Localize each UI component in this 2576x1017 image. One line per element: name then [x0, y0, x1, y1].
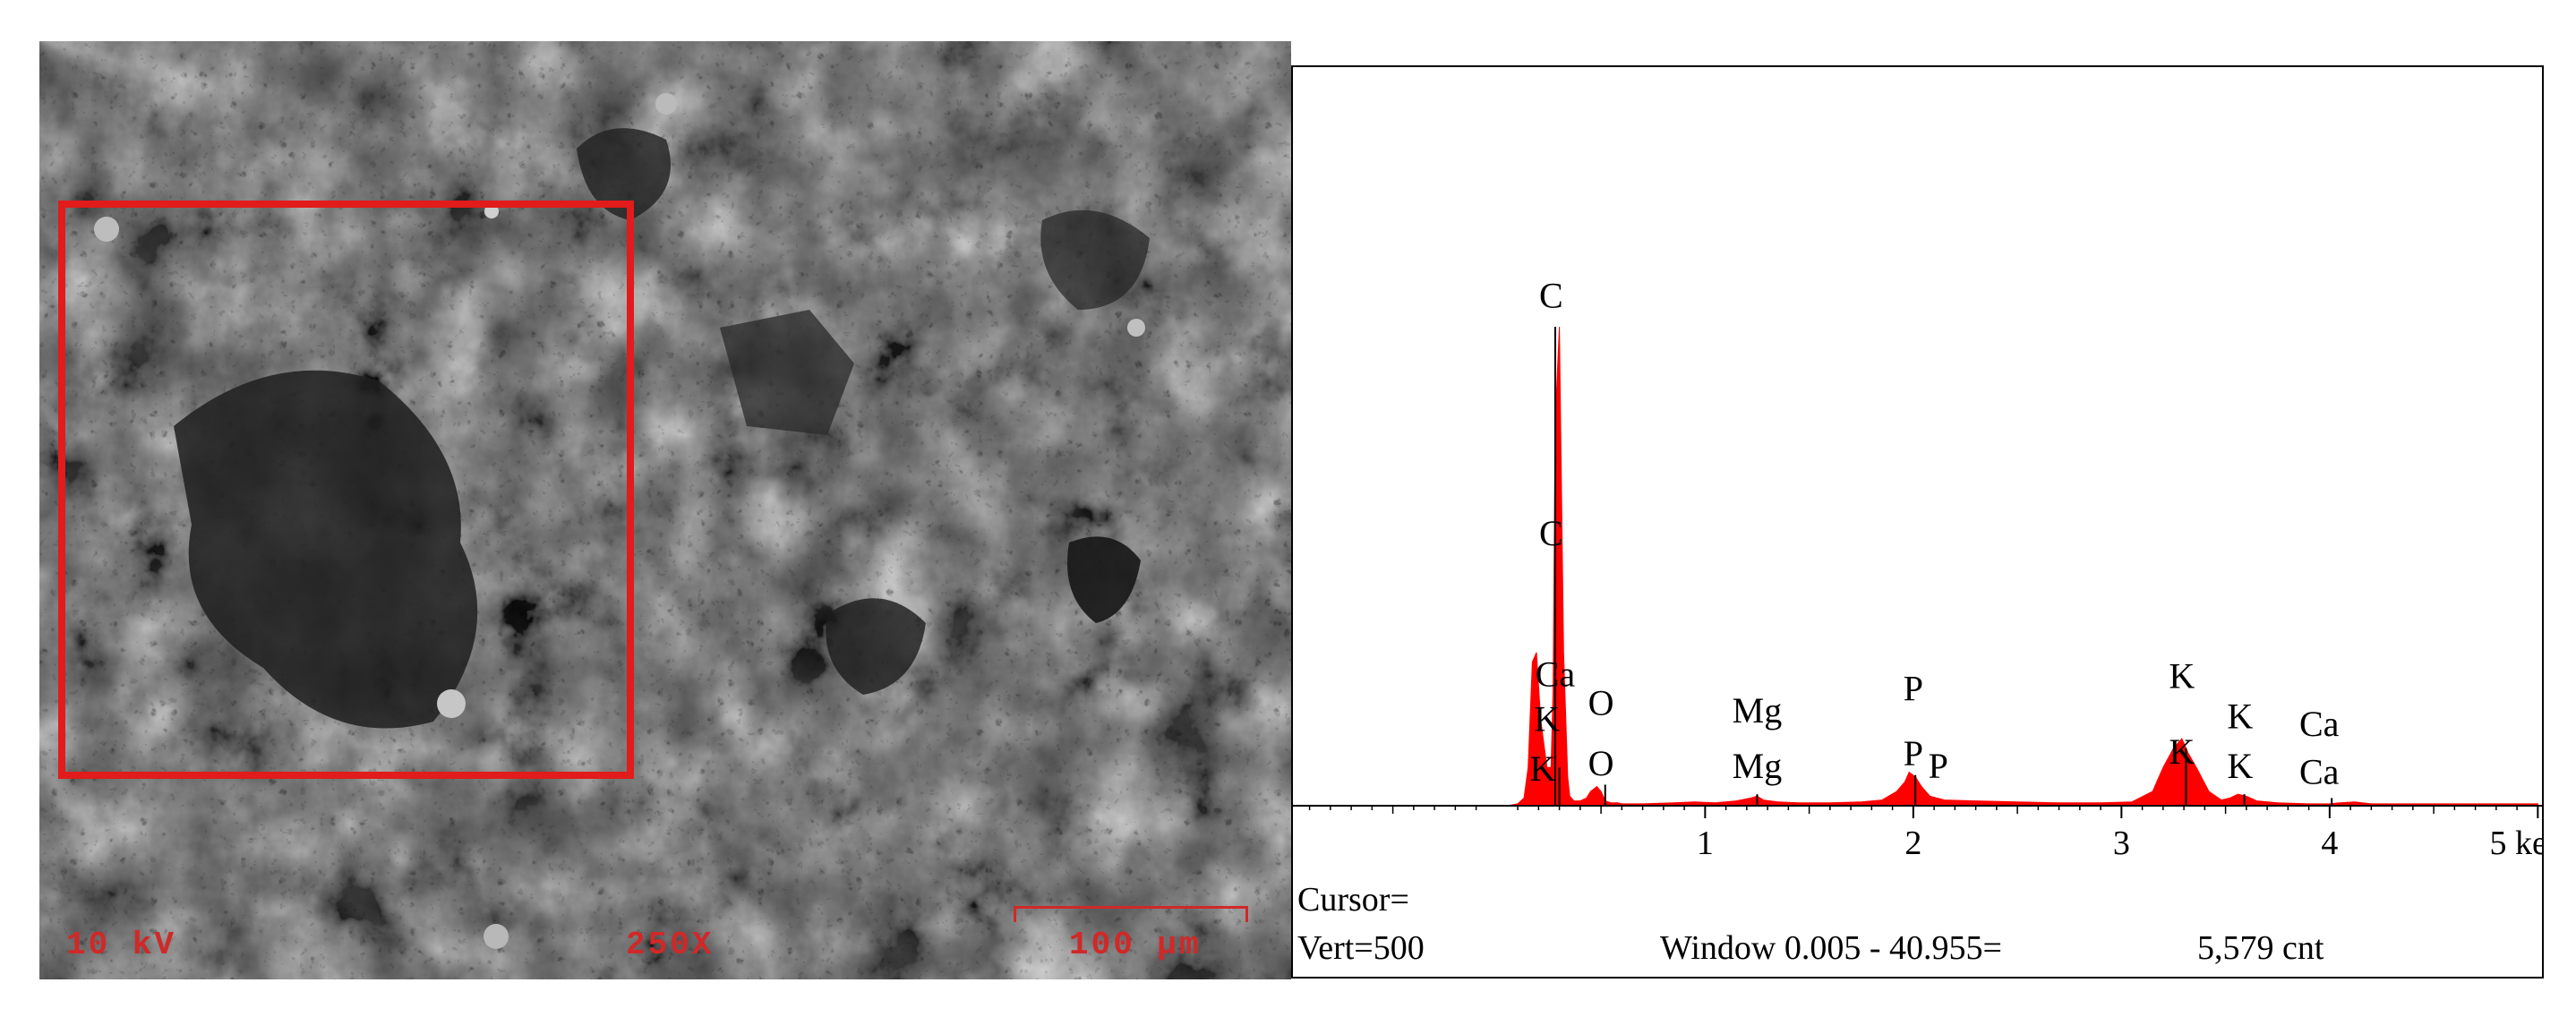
x-tick-label: 3 — [2113, 825, 2130, 862]
window-readout: Window 0.005 - 40.955= — [1660, 929, 2002, 967]
magnification-label: 250X — [626, 927, 715, 963]
x-tick-label: 5 keV — [2489, 825, 2542, 862]
peak-label: C — [1539, 513, 1563, 553]
peak-marker-group — [1553, 327, 2333, 806]
x-axis-ticks: 1 2 3 4 5 keV — [1308, 806, 2542, 862]
accelerating-voltage-label: 10 kV — [66, 927, 177, 963]
count-readout: 5,579 cnt — [2197, 929, 2324, 967]
roi-box — [58, 201, 634, 779]
peak-label: Ca — [2299, 704, 2340, 744]
sem-texture — [39, 41, 1291, 979]
peak-label: Mg — [1733, 746, 1783, 786]
sem-micrograph: 10 kV 250X 100 µm — [39, 41, 1291, 979]
peak-label: K — [2169, 731, 2195, 772]
peak-label: K — [1530, 748, 1556, 789]
peak-label: K — [2227, 746, 2253, 786]
scale-bar — [1014, 906, 1248, 922]
scale-bar-label: 100 µm — [1069, 927, 1202, 963]
x-tick-label: 4 — [2321, 825, 2338, 862]
peak-label: C — [1539, 276, 1563, 316]
peak-label: P — [1904, 733, 1923, 773]
cursor-readout: Cursor= — [1297, 881, 1409, 919]
peak-label: O — [1588, 743, 1614, 783]
spectrum-area — [1496, 326, 2538, 807]
peak-label: K — [2169, 655, 2195, 696]
peak-label: K — [2227, 696, 2253, 736]
peak-label: Ca — [2299, 751, 2340, 791]
peak-label: P — [1929, 746, 1948, 786]
peak-label: Ca — [1536, 654, 1576, 694]
peak-label: Mg — [1733, 690, 1783, 731]
vertical-scale-readout: Vert=500 — [1297, 929, 1425, 967]
x-tick-label: 1 — [1697, 825, 1714, 862]
peak-label: K — [1534, 699, 1560, 739]
peak-label: O — [1588, 682, 1614, 722]
x-tick-label: 2 — [1904, 825, 1921, 862]
peak-label: P — [1904, 668, 1923, 708]
spectrum-fill-group — [1496, 326, 2538, 807]
